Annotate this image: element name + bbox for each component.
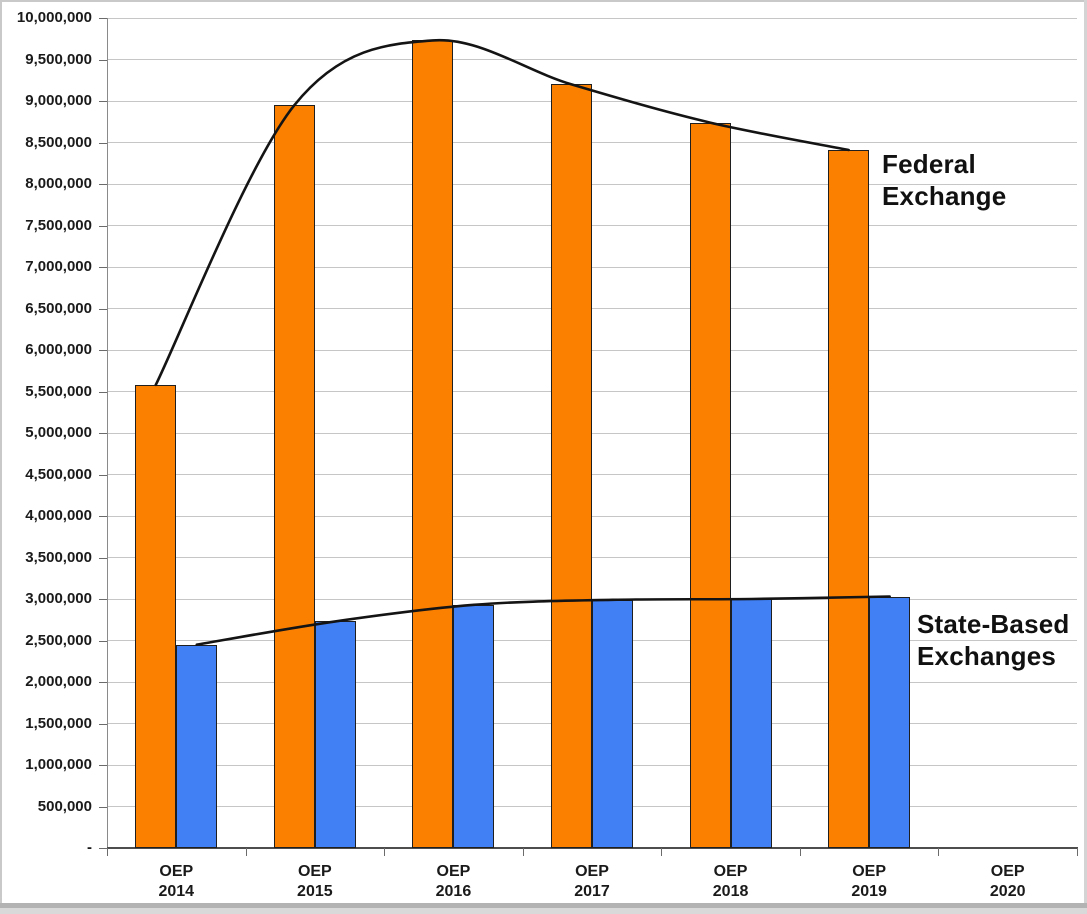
x-axis-tick [938, 848, 940, 856]
y-axis-tick [99, 682, 107, 683]
y-gridline [107, 391, 1077, 392]
federal-exchange-bar [551, 84, 592, 848]
y-axis-label: 9,500,000 [25, 50, 92, 68]
x-axis-label: OEP 2016 [435, 863, 472, 900]
y-gridline [107, 474, 1077, 475]
y-axis-tick [99, 225, 107, 227]
y-axis-line [107, 18, 108, 848]
y-axis-tick [99, 599, 107, 600]
federal-exchange-bar [689, 122, 731, 848]
x-axis-tick [799, 848, 801, 856]
federal-exchange-bar [828, 149, 870, 848]
y-axis-tick [99, 516, 107, 517]
state-based-exchanges-bar [730, 599, 772, 848]
y-axis-label: 10,000,000 [16, 9, 92, 26]
federal-exchange-bar [135, 384, 177, 848]
y-axis-tick [99, 350, 107, 351]
y-axis-label: 4,500,000 [25, 465, 92, 483]
y-axis-label: 2,000,000 [25, 673, 92, 690]
state-based-exchanges-bar [592, 599, 633, 848]
y-axis-label: 7,500,000 [25, 216, 92, 234]
y-gridline [107, 308, 1077, 309]
state-based-exchanges-bar [869, 596, 911, 848]
y-axis-tick [99, 308, 107, 310]
x-axis-tick [661, 848, 663, 856]
y-axis-label: 5,000,000 [25, 424, 92, 441]
y-axis-tick [99, 142, 107, 144]
window-edge-top [0, 0, 1087, 2]
y-gridline [107, 266, 1077, 268]
y-axis-label: 7,000,000 [25, 258, 92, 275]
federal-exchange-bar [273, 105, 315, 848]
y-axis-label: 500,000 [37, 797, 92, 815]
y-axis-tick [99, 391, 107, 393]
y-axis-label: 4,000,000 [25, 507, 92, 524]
federal-exchange-bar [412, 40, 454, 848]
x-axis-label: OEP 2020 [989, 863, 1026, 900]
x-axis-label: OEP 2019 [851, 863, 887, 900]
x-axis-label: OEP 2015 [297, 863, 333, 900]
y-axis-tick [99, 59, 107, 61]
y-axis-label: 2,500,000 [25, 631, 92, 649]
y-axis-tick [99, 557, 107, 559]
y-axis-tick [99, 723, 107, 725]
y-axis-label: 1,000,000 [25, 756, 92, 773]
y-axis-label: 8,500,000 [25, 133, 92, 151]
y-axis-label: 3,000,000 [25, 590, 92, 607]
y-axis-tick [99, 640, 107, 642]
y-axis-tick [99, 18, 107, 19]
state-based-exchanges-bar [176, 644, 218, 848]
y-axis-tick [99, 765, 107, 766]
x-axis-label: OEP 2018 [712, 863, 749, 900]
x-axis-tick [107, 848, 108, 856]
y-axis-label: 3,500,000 [25, 548, 92, 566]
y-gridline [107, 59, 1077, 60]
x-axis-label: OEP 2017 [574, 863, 610, 900]
window-edge-bottom-light [0, 908, 1087, 914]
y-axis-tick [99, 806, 107, 808]
state-based-exchanges-bar [314, 621, 356, 848]
annotation-federal-exchange: Federal Exchange [882, 149, 1007, 211]
y-axis-label: 6,500,000 [25, 299, 92, 317]
y-gridline [107, 225, 1077, 226]
x-axis-label: OEP 2014 [158, 863, 195, 900]
x-axis-line [107, 847, 1078, 849]
window-edge-right [1084, 0, 1087, 914]
y-gridline [107, 432, 1077, 434]
y-gridline [107, 515, 1077, 517]
y-axis-tick [99, 474, 107, 476]
y-axis-tick [99, 848, 107, 849]
federal-trend-line [154, 38, 850, 387]
y-gridline [107, 349, 1077, 351]
y-gridline [107, 100, 1077, 102]
x-axis-tick [245, 848, 247, 856]
x-axis-tick [522, 848, 524, 856]
y-gridline [107, 17, 1077, 19]
x-axis-tick [1077, 848, 1078, 856]
y-axis-label: 1,500,000 [25, 714, 92, 732]
x-axis-tick [384, 848, 386, 856]
window-edge-left [0, 0, 2, 914]
y-axis-tick [99, 267, 107, 268]
y-axis-tick [99, 101, 107, 102]
annotation-state-based-exchanges: State-Based Exchanges [917, 609, 1070, 671]
y-axis-label: 8,000,000 [25, 175, 92, 192]
y-axis-tick [99, 433, 107, 434]
state-based-exchanges-bar [453, 604, 495, 848]
y-axis-label: 5,500,000 [25, 382, 92, 400]
window-edge-bottom [0, 903, 1087, 908]
y-axis-label: - [87, 839, 92, 856]
y-gridline [107, 142, 1077, 143]
y-axis-label: 6,000,000 [25, 341, 92, 358]
y-axis-tick [99, 184, 107, 185]
y-gridline [107, 557, 1077, 558]
y-axis-label: 9,000,000 [25, 92, 92, 109]
